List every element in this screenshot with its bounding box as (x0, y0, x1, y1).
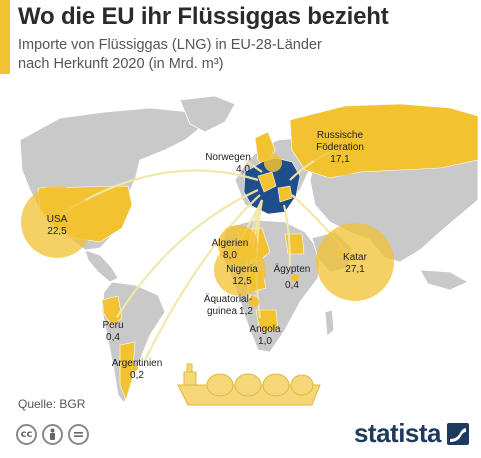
landmass-greenland (179, 95, 236, 133)
label-egypt-value: 0,4 (285, 280, 299, 291)
eu-highlight-b (277, 185, 293, 203)
bubble-russia (310, 116, 370, 176)
label-qatar-value: 27,1 (345, 264, 365, 275)
landmass-central-america (84, 249, 119, 283)
label-norway-value: 4,0 (236, 164, 250, 175)
attribution-icon[interactable] (42, 424, 63, 445)
statista-mark-icon (447, 422, 469, 445)
flow-norway (244, 159, 263, 173)
subtitle-line-1: Importe von Flüssiggas (LNG) in EU-28-Lä… (18, 37, 322, 53)
label-norway-name: Norwegen (205, 152, 251, 163)
bubble-peru (111, 316, 119, 324)
page-title: Wo die EU ihr Flüssiggas bezieht (18, 3, 389, 30)
label-russia-value: 17,1 (330, 154, 350, 165)
label-algeria-value: 8,0 (223, 250, 237, 261)
label-angola-name: Angola (249, 324, 281, 335)
label-argentina-name: Argentinien (112, 358, 163, 369)
tanker-dome-2 (234, 373, 262, 397)
flow-argentina (144, 194, 261, 361)
country-argentina (119, 341, 136, 401)
landmass-se-asia (419, 269, 469, 291)
tanker-dome-1 (206, 373, 234, 397)
tanker-funnel (186, 363, 193, 373)
bubble-eqguinea (249, 297, 259, 307)
statista-logo[interactable]: statista (354, 418, 469, 449)
accent-bar (0, 0, 10, 74)
world-map: USA 22,5 Russische Föderation 17,1 Katar… (19, 95, 479, 406)
source-note: Quelle: BGR (18, 397, 86, 411)
source-labels: USA 22,5 Russische Föderation 17,1 Katar… (47, 130, 368, 381)
eu-highlight-a (257, 171, 277, 193)
license-icons: cc (16, 424, 89, 445)
tanker-bridge (183, 371, 197, 386)
bubble-usa (21, 186, 93, 258)
eu-region (243, 157, 301, 215)
label-peru-value: 0,4 (106, 332, 120, 343)
label-argentina-value: 0,2 (130, 370, 144, 381)
source-bubbles (21, 116, 394, 371)
cc-icon[interactable]: cc (16, 424, 37, 445)
tanker-dome-3 (262, 373, 290, 397)
label-nigeria-name: Nigeria (226, 264, 258, 275)
flow-egypt (282, 204, 292, 269)
bubble-nigeria (214, 244, 266, 296)
bubble-norway (264, 154, 282, 172)
label-russia-name-1: Russische (317, 130, 364, 141)
label-angola-value: 1,0 (258, 336, 272, 347)
label-nigeria-value: 12,5 (232, 276, 252, 287)
label-egypt-name: Ägypten (274, 263, 311, 275)
label-algeria-name: Algerien (212, 238, 249, 249)
bubble-argentina (132, 365, 138, 371)
page-subtitle: Importe von Flüssiggas (LNG) in EU-28-Lä… (18, 36, 322, 74)
label-eqguinea-name-1: Äquatorial- (204, 293, 252, 305)
landmass-madagascar (324, 309, 335, 337)
no-derivatives-icon[interactable] (68, 424, 89, 445)
tanker-dome-4 (290, 374, 314, 396)
flow-peru (111, 188, 259, 326)
subtitle-line-2: nach Herkunft 2020 (in Mrd. m³) (18, 56, 224, 72)
label-peru-name: Peru (102, 320, 123, 331)
label-eqguinea-value: 1,2 (239, 306, 253, 317)
label-usa-value: 22,5 (47, 226, 67, 237)
bubble-angola (259, 319, 271, 331)
bubble-qatar (316, 223, 394, 301)
bubble-egypt (291, 274, 299, 282)
label-usa-name: USA (47, 214, 68, 225)
label-qatar-name: Katar (343, 252, 368, 263)
lng-tanker-illustration (177, 363, 321, 406)
label-eqguinea-name-2: guinea (207, 306, 237, 317)
label-russia-name-2: Föderation (316, 142, 364, 153)
logo-text: statista (353, 418, 442, 448)
